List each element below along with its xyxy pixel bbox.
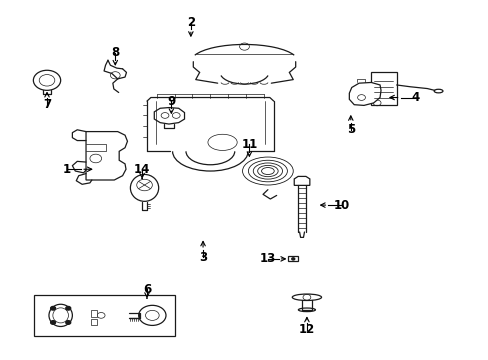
- Text: 12: 12: [298, 323, 314, 336]
- Text: 4: 4: [410, 91, 418, 104]
- Text: 3: 3: [199, 251, 207, 264]
- Text: 13: 13: [259, 252, 275, 265]
- Text: 8: 8: [111, 46, 119, 59]
- Polygon shape: [348, 82, 380, 105]
- Text: 6: 6: [142, 283, 151, 296]
- Text: 14: 14: [134, 163, 150, 176]
- Circle shape: [291, 258, 294, 260]
- Text: 5: 5: [346, 123, 354, 136]
- Circle shape: [51, 321, 56, 324]
- Text: 2: 2: [186, 16, 195, 29]
- Text: 10: 10: [333, 199, 349, 212]
- Text: 1: 1: [62, 163, 70, 176]
- Polygon shape: [154, 108, 184, 124]
- Polygon shape: [370, 72, 396, 105]
- Circle shape: [66, 321, 71, 324]
- Bar: [34, 295, 175, 336]
- Text: 7: 7: [43, 98, 51, 111]
- Polygon shape: [294, 176, 309, 185]
- Text: 9: 9: [167, 95, 175, 108]
- Circle shape: [51, 306, 56, 310]
- Text: 11: 11: [241, 138, 257, 150]
- Bar: [288, 256, 298, 261]
- Circle shape: [66, 306, 71, 310]
- Bar: [91, 319, 97, 325]
- Polygon shape: [86, 132, 127, 180]
- Bar: [91, 310, 97, 317]
